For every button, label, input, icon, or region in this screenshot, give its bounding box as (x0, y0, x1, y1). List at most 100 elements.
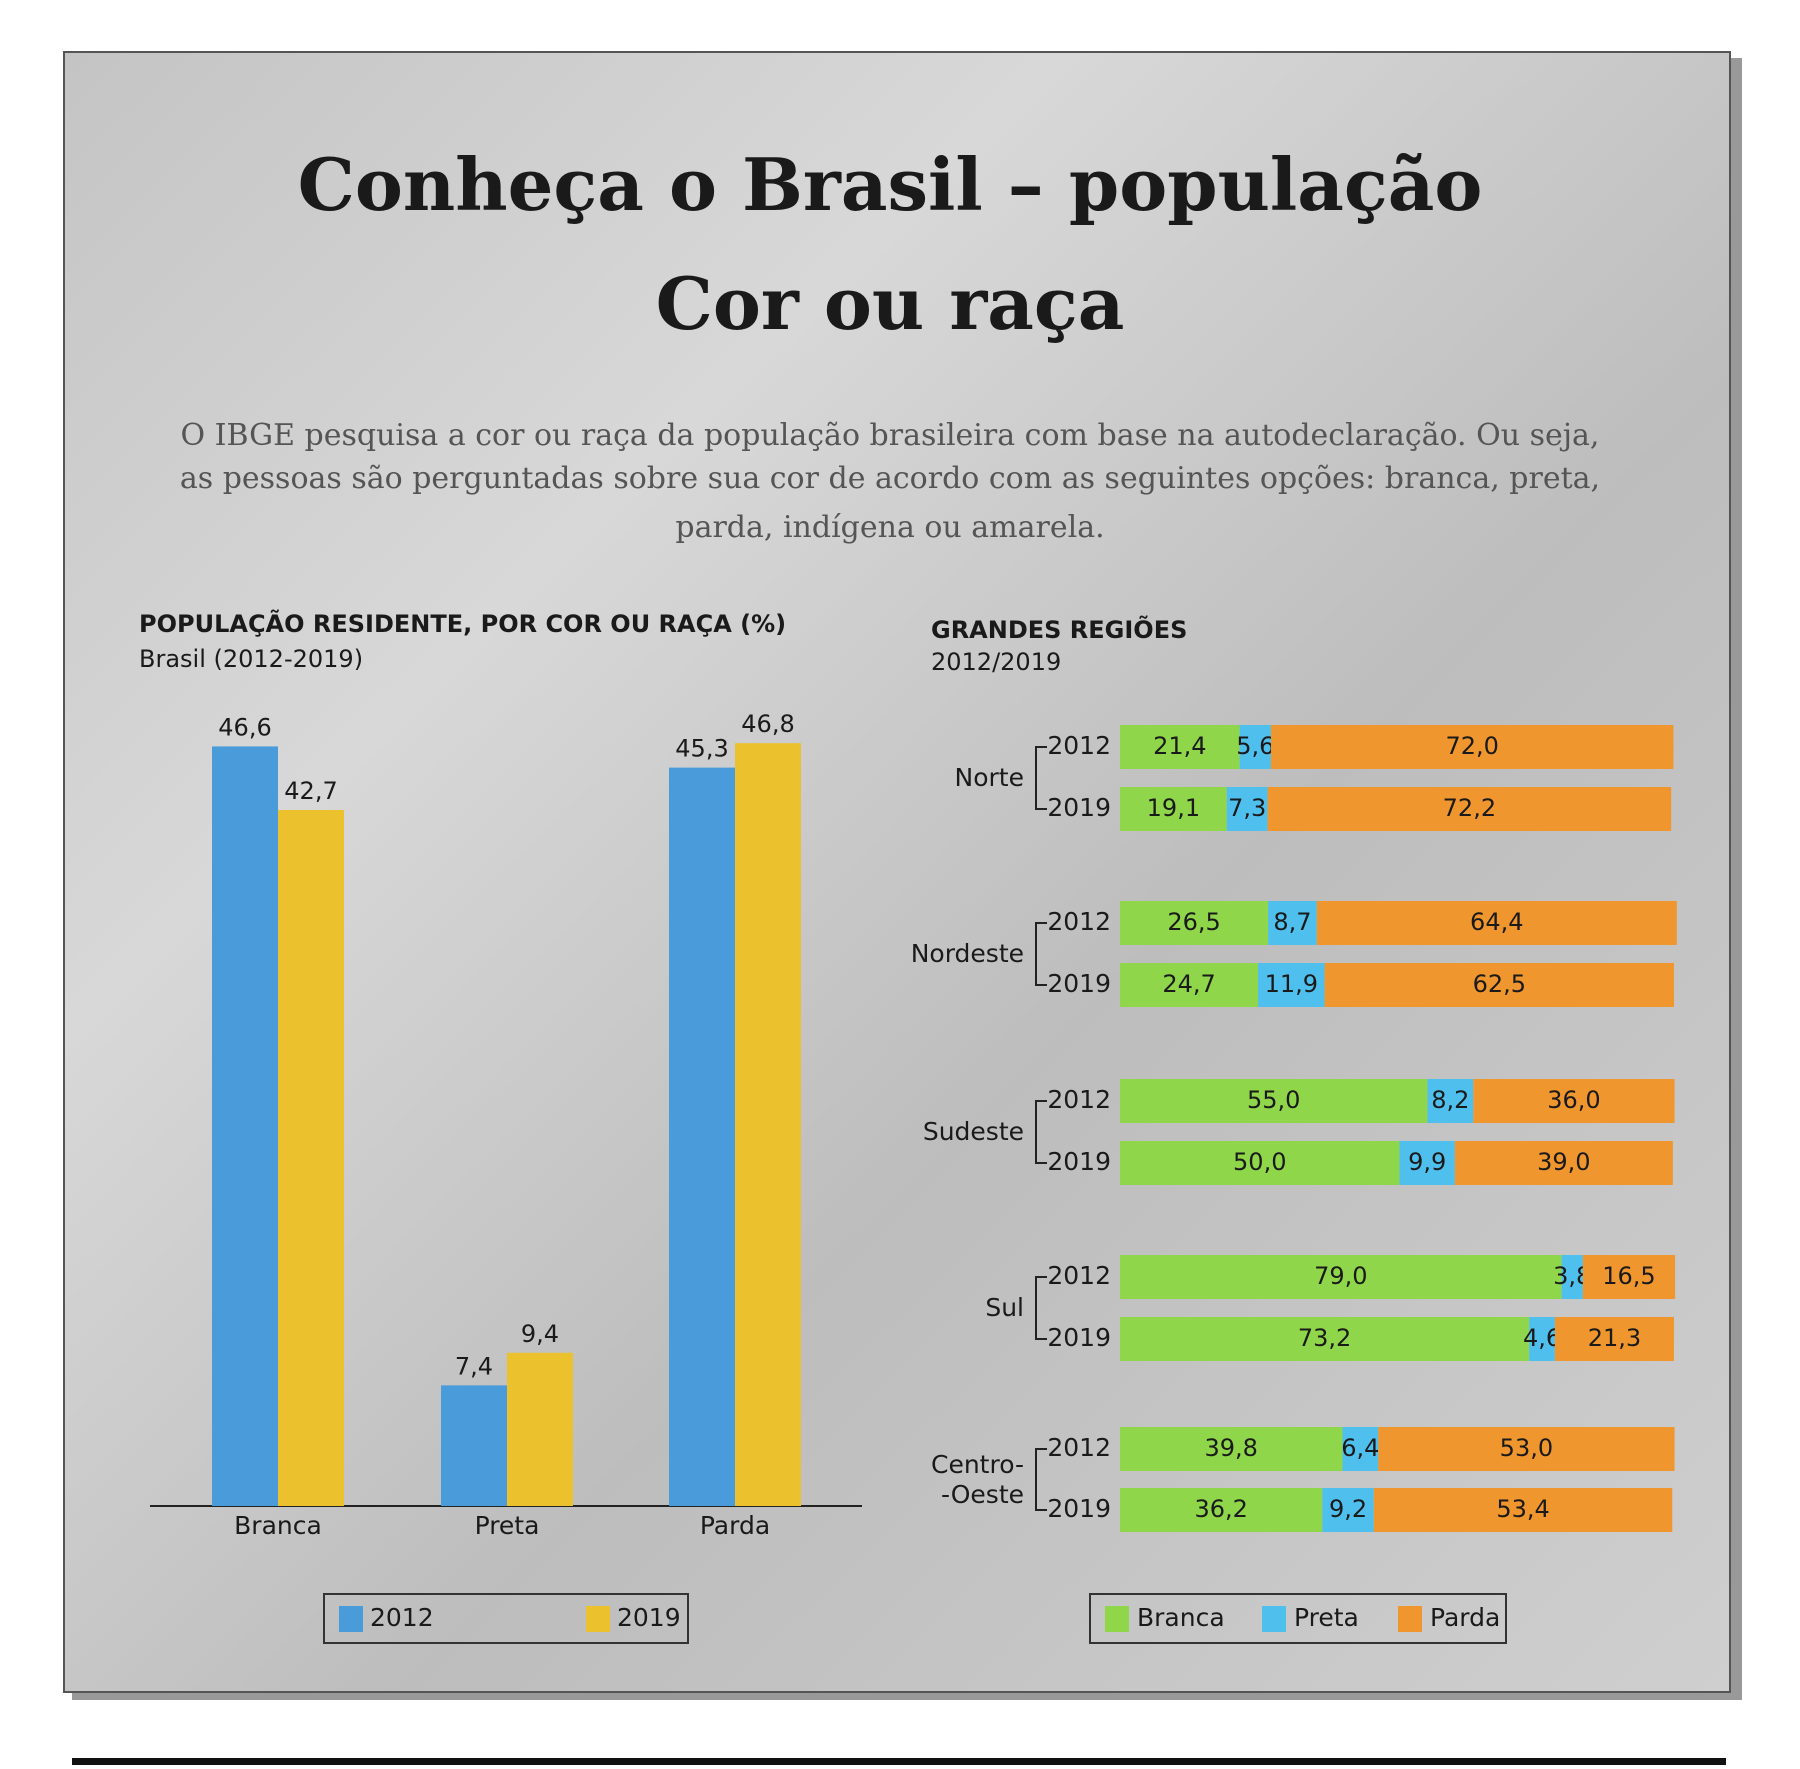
bar-segment (1120, 1317, 1530, 1361)
value-label: 21,3 (1588, 1324, 1641, 1352)
legend-label: 2019 (617, 1603, 681, 1632)
y-tick-label: 2019 (1047, 1323, 1111, 1352)
x-tick-label: Preta (475, 1511, 540, 1540)
description: as pessoas são perguntadas sobre sua cor… (180, 461, 1600, 496)
y-tick-label: 2019 (1047, 793, 1111, 822)
bar (278, 809, 344, 1506)
bar-segment (1120, 1488, 1323, 1532)
value-label: 36,0 (1547, 1086, 1600, 1114)
bar-segment (1258, 963, 1325, 1007)
bar-segment (1324, 963, 1674, 1007)
bar-segment (1226, 787, 1268, 831)
bracket (1035, 1448, 1047, 1511)
value-label: 42,7 (284, 777, 337, 805)
legend-label: Branca (1137, 1603, 1225, 1632)
group-label: Sul (985, 1293, 1024, 1322)
y-tick-label: 2012 (1047, 907, 1111, 936)
description: parda, indígena ou amarela. (675, 510, 1104, 545)
value-label: 72,0 (1445, 732, 1498, 760)
bar-segment (1454, 1141, 1673, 1185)
value-label: 16,5 (1602, 1262, 1655, 1290)
bar-segment (1554, 1317, 1674, 1361)
value-label: 26,5 (1167, 908, 1220, 936)
chart-title: GRANDES REGIÕES (931, 614, 1187, 644)
bracket (1035, 746, 1047, 810)
legend-swatch (586, 1606, 610, 1632)
value-label: 21,4 (1153, 732, 1206, 760)
y-tick-label: 2012 (1047, 731, 1111, 760)
group-label: Nordeste (910, 939, 1024, 968)
value-label: 72,2 (1443, 794, 1496, 822)
value-label: 7,3 (1228, 794, 1266, 822)
bar-segment (1316, 901, 1677, 945)
bar-segment (1399, 1141, 1455, 1185)
legend-label: Preta (1294, 1603, 1359, 1632)
bar (441, 1385, 507, 1506)
description: O IBGE pesquisa a cor ou raça da populaç… (181, 418, 1600, 453)
legend-swatch (339, 1606, 363, 1632)
value-label: 5,6 (1236, 732, 1274, 760)
value-label: 8,2 (1431, 1086, 1469, 1114)
bar-segment (1268, 901, 1317, 945)
bottom-rule (72, 1758, 1726, 1765)
bar-segment (1427, 1079, 1474, 1123)
bar-segment (1582, 1255, 1676, 1299)
legend-label: 2012 (370, 1603, 434, 1632)
bar-segment (1120, 1255, 1562, 1299)
group-label: Norte (954, 763, 1024, 792)
value-label: 9,4 (521, 1320, 559, 1348)
bar (212, 746, 278, 1506)
value-label: 79,0 (1314, 1262, 1367, 1290)
bar-segment (1120, 901, 1269, 945)
bar-segment (1561, 1255, 1583, 1299)
bar-segment (1270, 725, 1674, 769)
value-label: 62,5 (1473, 970, 1526, 998)
bar (507, 1352, 573, 1506)
value-label: 39,8 (1205, 1434, 1258, 1462)
value-label: 53,4 (1496, 1495, 1549, 1523)
value-label: 46,6 (218, 713, 271, 741)
value-label: 46,8 (741, 710, 794, 738)
value-label: 8,7 (1273, 908, 1311, 936)
value-label: 39,0 (1537, 1148, 1590, 1176)
x-tick-label: Parda (700, 1511, 770, 1540)
group-label: Sudeste (922, 1117, 1024, 1146)
y-tick-label: 2012 (1047, 1261, 1111, 1290)
legend-swatch (1262, 1606, 1286, 1632)
value-label: 45,3 (675, 735, 728, 763)
bar-segment (1239, 725, 1271, 769)
bar-segment (1120, 787, 1227, 831)
value-label: 19,1 (1147, 794, 1200, 822)
value-label: 55,0 (1247, 1086, 1300, 1114)
bar-segment (1120, 1079, 1428, 1123)
y-tick-label: 2012 (1047, 1433, 1111, 1462)
bar-segment (1529, 1317, 1555, 1361)
title: Conheça o Brasil – população (298, 142, 1483, 227)
bracket (1035, 1276, 1047, 1340)
value-label: 4,6 (1523, 1324, 1561, 1352)
value-label: 73,2 (1298, 1324, 1351, 1352)
value-label: 6,4 (1341, 1434, 1379, 1462)
bar-segment (1120, 963, 1259, 1007)
y-tick-label: 2019 (1047, 969, 1111, 998)
value-label: 53,0 (1500, 1434, 1553, 1462)
legend-label: Parda (1430, 1603, 1500, 1632)
chart-subtitle: 2012/2019 (931, 648, 1061, 676)
value-label: 64,4 (1470, 908, 1523, 936)
group-label: Centro- -Oeste (931, 1449, 1024, 1509)
bar-segment (1373, 1488, 1673, 1532)
bar-segment (1267, 787, 1672, 831)
y-tick-label: 2019 (1047, 1494, 1111, 1523)
value-label: 24,7 (1162, 970, 1215, 998)
legend-swatch (1398, 1606, 1422, 1632)
value-label: 36,2 (1194, 1495, 1247, 1523)
bracket (1035, 1100, 1047, 1164)
chart-subtitle: Brasil (2012-2019) (139, 645, 363, 673)
subtitle: Cor ou raça (656, 261, 1125, 346)
bar-segment (1342, 1427, 1379, 1471)
value-label: 9,9 (1408, 1148, 1446, 1176)
legend-swatch (1105, 1606, 1129, 1632)
chart-title: POPULAÇÃO RESIDENTE, POR COR OU RAÇA (%) (139, 609, 786, 638)
value-label: 11,9 (1265, 970, 1318, 998)
